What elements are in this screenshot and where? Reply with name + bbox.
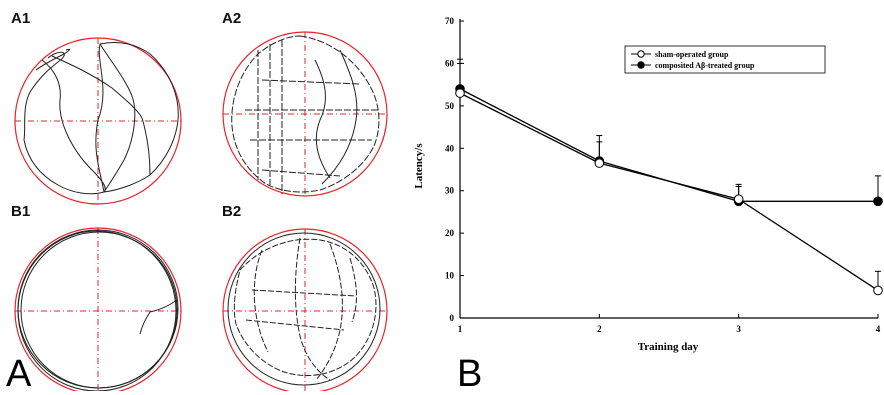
track-label-a1: A1	[11, 10, 31, 27]
y-tick-label: 70	[445, 16, 455, 26]
y-tick-label: 30	[445, 186, 455, 196]
track-label-a2: A2	[222, 10, 242, 27]
y-tick-label: 10	[445, 271, 455, 281]
x-tick-label: 4	[876, 324, 881, 334]
x-tick-label: 2	[597, 324, 602, 334]
swim-path-a1	[14, 37, 182, 205]
y-tick-label: 40	[445, 143, 455, 153]
y-tick-label: 0	[450, 313, 455, 323]
markers-abeta	[455, 84, 883, 207]
data-point	[873, 196, 883, 207]
swim-path-b2	[222, 228, 388, 391]
y-tick-label: 60	[445, 58, 455, 68]
x-tick-label: 1	[458, 324, 463, 334]
series-sham	[457, 58, 881, 291]
swim-paths	[14, 31, 388, 391]
y-axis-label: Latency/s	[413, 143, 425, 189]
series-line	[459, 92, 879, 291]
data-point	[455, 88, 465, 98]
chart-legend: sham-operated group composited Aβ-treated…	[624, 45, 826, 74]
latency-chart: 0 10 20 30 40 50 60 70 1 2 3 4 sham-operated group c…	[413, 16, 883, 353]
legend-marker	[637, 61, 645, 69]
markers-sham	[455, 88, 883, 296]
legend-box	[624, 45, 826, 74]
data-point	[594, 158, 605, 168]
legend-label: composited Aβ-treated group	[655, 61, 755, 70]
legend-marker	[637, 50, 645, 58]
swim-path-a2	[222, 31, 388, 197]
data-point	[873, 285, 883, 296]
series-abeta	[457, 62, 881, 202]
panel-letter-b: B	[457, 353, 483, 395]
y-tick-label: 50	[445, 101, 455, 111]
legend-label: sham-operated group	[655, 50, 729, 59]
panel-letter-a: A	[6, 353, 32, 395]
chart-series	[455, 58, 883, 296]
swim-path-b1	[14, 227, 182, 391]
data-point	[733, 194, 744, 204]
y-tick-label: 20	[445, 228, 455, 238]
track-label-b1: B1	[11, 203, 31, 220]
track-label-b2: B2	[222, 203, 242, 220]
x-tick-label: 3	[736, 324, 741, 334]
series-line	[459, 88, 878, 202]
x-axis-label: Training day	[638, 341, 699, 353]
